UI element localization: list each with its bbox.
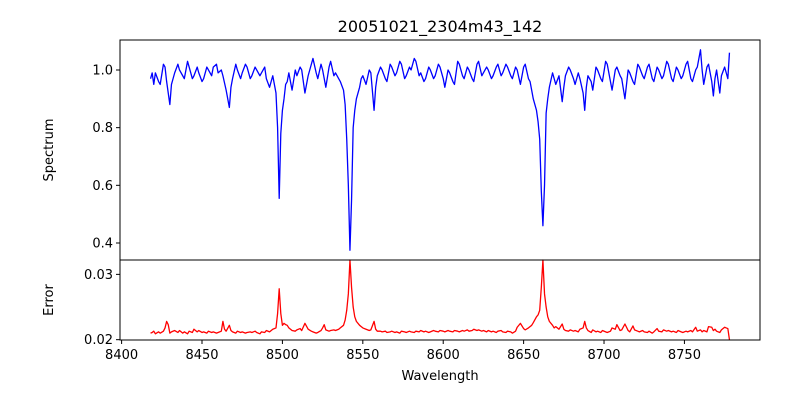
error-ytick-label: 0.02: [84, 333, 113, 348]
error-series-line: [150, 259, 731, 340]
y-axis-label-spectrum: Spectrum: [42, 119, 57, 182]
error-xtick-label: 8650: [507, 348, 540, 363]
spectrum-ytick-label: 1.0: [92, 63, 113, 78]
spectrum-series-line: [149, 49, 731, 251]
y-axis-label-error: Error: [42, 284, 57, 316]
error-xtick-label: 8500: [266, 348, 299, 363]
chart-title: 20051021_2304m43_142: [338, 17, 543, 37]
spectrum-ytick-label: 0.8: [92, 121, 113, 136]
spectrum-ytick-label: 0.6: [92, 179, 113, 194]
error-xtick-label: 8550: [346, 348, 379, 363]
error-xtick-label: 8700: [587, 348, 620, 363]
error-ytick-label: 0.03: [84, 268, 113, 283]
error-xtick-label: 8400: [105, 348, 138, 363]
error-xtick-label: 8750: [668, 348, 701, 363]
error-axes-frame: [119, 259, 761, 341]
error-xtick-label: 8600: [427, 348, 460, 363]
spectrum-ytick-label: 0.4: [92, 236, 113, 251]
x-axis-label: Wavelength: [401, 369, 478, 384]
error-xtick-label: 8450: [185, 348, 218, 363]
